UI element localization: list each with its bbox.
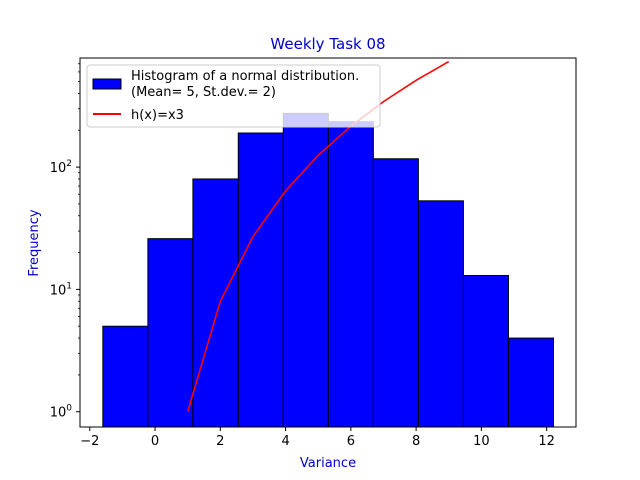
x-tick-label: 6 bbox=[347, 434, 355, 449]
x-tick-label: 8 bbox=[412, 434, 420, 449]
line-series bbox=[186, 60, 450, 412]
histogram-bar bbox=[507, 337, 554, 427]
y-tick-label: 102 bbox=[50, 159, 72, 176]
histogram-bar bbox=[147, 238, 194, 427]
y-axis-title: Frequency bbox=[27, 209, 42, 276]
histogram-bar bbox=[417, 200, 464, 427]
legend-histogram-label-line2: (Mean= 5, St.dev.= 2) bbox=[131, 85, 276, 100]
histogram-bar bbox=[237, 132, 284, 427]
plot-area bbox=[102, 60, 554, 427]
histogram-bar bbox=[372, 158, 419, 427]
legend-line-label: h(x)=x3 bbox=[131, 108, 184, 123]
chart-title: Weekly Task 08 bbox=[270, 35, 385, 53]
legend-histogram-swatch bbox=[92, 78, 122, 90]
histogram-bar bbox=[102, 325, 149, 427]
histogram-bar bbox=[327, 121, 374, 427]
histogram-bar bbox=[462, 274, 509, 427]
x-tick-label: 2 bbox=[216, 434, 224, 449]
histogram-bar bbox=[192, 178, 239, 427]
legend: Histogram of a normal distribution. (Mea… bbox=[86, 64, 381, 128]
x-axis-title: Variance bbox=[300, 456, 356, 471]
x-tick-label: 4 bbox=[281, 434, 289, 449]
y-tick-label: 100 bbox=[50, 404, 73, 421]
axes-frame bbox=[79, 57, 577, 428]
x-tick-label: 12 bbox=[538, 434, 555, 449]
x-tick-label: −2 bbox=[80, 434, 99, 449]
x-tick-label: 10 bbox=[473, 434, 490, 449]
histogram-bar bbox=[282, 112, 329, 427]
legend-histogram-label-line1: Histogram of a normal distribution. bbox=[131, 69, 359, 84]
axis-ticks: −2 0 2 4 6 8 10 12 100 101 102 bbox=[50, 63, 555, 449]
legend-box bbox=[86, 64, 381, 128]
x-tick-label: 0 bbox=[151, 434, 159, 449]
y-tick-label: 101 bbox=[50, 281, 72, 298]
